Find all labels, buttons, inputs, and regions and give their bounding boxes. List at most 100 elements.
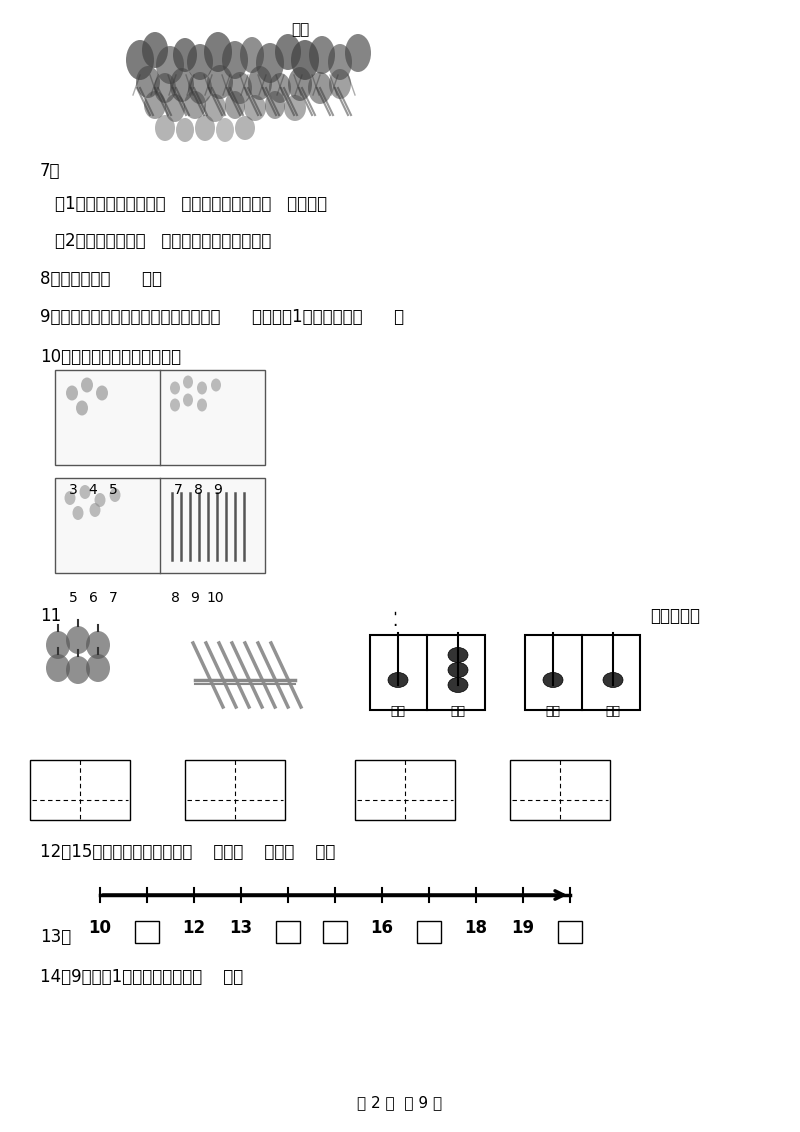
Ellipse shape — [204, 32, 232, 72]
Text: 十位: 十位 — [546, 705, 561, 718]
Ellipse shape — [222, 41, 248, 79]
Ellipse shape — [90, 503, 101, 517]
Ellipse shape — [81, 377, 93, 393]
Ellipse shape — [170, 68, 194, 102]
Ellipse shape — [136, 66, 160, 98]
Bar — [370, 635, 485, 710]
Ellipse shape — [211, 378, 221, 392]
Bar — [558, 921, 582, 943]
Bar — [323, 921, 347, 943]
Text: （2）阳阳要超过（   ）个人才能拿到第一名。: （2）阳阳要超过（ ）个人才能拿到第一名。 — [55, 232, 271, 250]
Ellipse shape — [170, 398, 180, 412]
Text: 十位: 十位 — [390, 705, 406, 718]
Ellipse shape — [265, 91, 285, 119]
Text: （1）阳阳目前跑在第（   ）名，他的后面有（   ）个人。: （1）阳阳目前跑在第（ ）名，他的后面有（ ）个人。 — [55, 195, 327, 213]
Text: 阳阳: 阳阳 — [291, 22, 309, 37]
Ellipse shape — [144, 91, 166, 119]
Text: 5: 5 — [69, 591, 78, 604]
Ellipse shape — [94, 494, 106, 507]
Text: 7: 7 — [109, 591, 118, 604]
Text: 13．: 13． — [40, 928, 71, 946]
Ellipse shape — [184, 91, 206, 119]
Text: 10: 10 — [89, 919, 111, 937]
Bar — [276, 921, 300, 943]
Ellipse shape — [216, 118, 234, 142]
Text: .: . — [392, 612, 398, 631]
Ellipse shape — [170, 381, 180, 394]
Ellipse shape — [126, 40, 154, 80]
Ellipse shape — [448, 662, 468, 677]
Ellipse shape — [329, 69, 351, 98]
Ellipse shape — [142, 32, 168, 68]
Ellipse shape — [176, 118, 194, 142]
Text: 9: 9 — [190, 591, 199, 604]
Ellipse shape — [291, 40, 319, 80]
Ellipse shape — [345, 34, 371, 72]
Ellipse shape — [235, 115, 255, 140]
Text: 6: 6 — [89, 591, 98, 604]
Text: 第 2 页  共 9 页: 第 2 页 共 9 页 — [358, 1095, 442, 1110]
Ellipse shape — [256, 43, 284, 83]
Ellipse shape — [275, 34, 301, 70]
Ellipse shape — [46, 654, 70, 681]
Text: 8: 8 — [170, 591, 179, 604]
Text: 个位: 个位 — [606, 705, 621, 718]
Ellipse shape — [187, 44, 213, 80]
Text: 12: 12 — [182, 919, 206, 937]
Text: 18: 18 — [465, 919, 487, 937]
Text: 9: 9 — [214, 483, 222, 497]
Ellipse shape — [183, 376, 193, 388]
Ellipse shape — [110, 488, 121, 501]
Ellipse shape — [448, 648, 468, 662]
Bar — [135, 921, 159, 943]
Bar — [30, 760, 130, 820]
Ellipse shape — [79, 484, 90, 499]
Text: 7．: 7． — [40, 162, 61, 180]
Text: 5: 5 — [109, 483, 118, 497]
Text: 19: 19 — [511, 919, 534, 937]
Ellipse shape — [328, 44, 352, 80]
Ellipse shape — [173, 38, 197, 72]
Bar — [355, 760, 455, 820]
Ellipse shape — [197, 381, 207, 394]
Bar — [525, 635, 640, 710]
Ellipse shape — [154, 72, 176, 103]
Text: 11: 11 — [40, 607, 62, 625]
Bar — [417, 921, 441, 943]
Ellipse shape — [288, 67, 312, 101]
Ellipse shape — [66, 386, 78, 401]
Ellipse shape — [96, 386, 108, 401]
Ellipse shape — [86, 631, 110, 659]
Ellipse shape — [65, 491, 75, 505]
Bar — [185, 760, 285, 820]
Text: 8．十九写作（      ）。: 8．十九写作（ ）。 — [40, 271, 162, 288]
Text: 14．9个一和1个十组成的数是（    ）。: 14．9个一和1个十组成的数是（ ）。 — [40, 968, 243, 986]
Ellipse shape — [76, 401, 88, 415]
Ellipse shape — [204, 94, 226, 122]
Ellipse shape — [46, 631, 70, 659]
Ellipse shape — [284, 95, 306, 121]
Ellipse shape — [195, 115, 215, 142]
Text: 3: 3 — [69, 483, 78, 497]
Ellipse shape — [73, 506, 83, 520]
Text: 个位: 个位 — [450, 705, 466, 718]
Ellipse shape — [240, 37, 264, 72]
Text: 12．15后面连续的三个数是（    ）、（    ）和（    ）。: 12．15后面连续的三个数是（ ）、（ ）和（ ）。 — [40, 843, 335, 861]
Ellipse shape — [309, 36, 335, 74]
Ellipse shape — [156, 46, 184, 84]
Ellipse shape — [86, 654, 110, 681]
Text: 9．时针从一个数走到下一个数的时间是      ，分针走1小格的时间是      ．: 9．时针从一个数走到下一个数的时间是 ，分针走1小格的时间是 ． — [40, 308, 404, 326]
Text: 16: 16 — [370, 919, 394, 937]
Bar — [55, 478, 265, 573]
Text: 看图写数。: 看图写数。 — [650, 607, 700, 625]
Ellipse shape — [388, 672, 408, 687]
Bar — [510, 760, 610, 820]
Ellipse shape — [197, 398, 207, 412]
Ellipse shape — [543, 672, 563, 687]
Ellipse shape — [603, 672, 623, 687]
Ellipse shape — [66, 626, 90, 654]
Bar — [55, 370, 265, 465]
Ellipse shape — [207, 65, 233, 98]
Text: 10．数一数，圈出正确的数。: 10．数一数，圈出正确的数。 — [40, 348, 181, 366]
Ellipse shape — [225, 91, 245, 119]
